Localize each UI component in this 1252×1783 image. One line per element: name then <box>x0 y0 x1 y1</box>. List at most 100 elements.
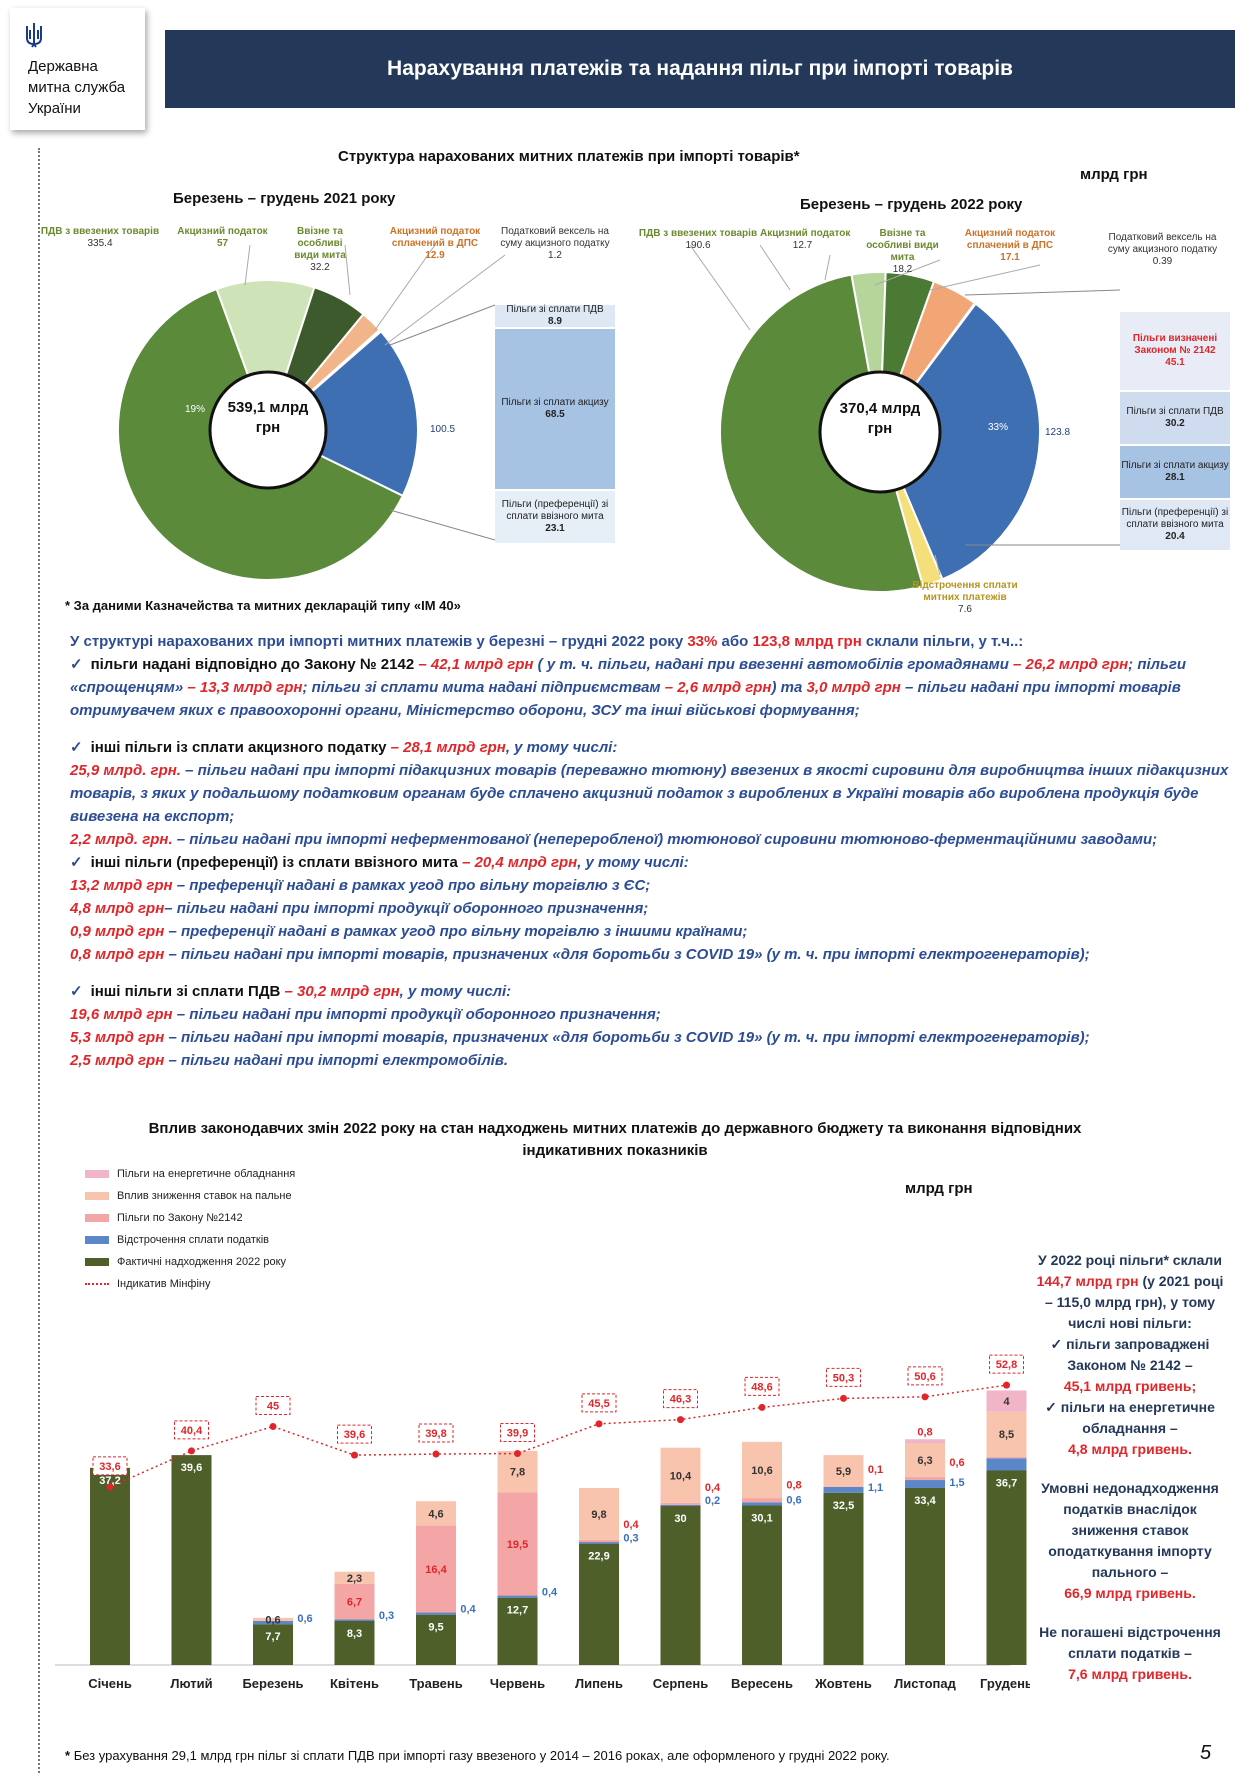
pie1-label-excise-dps: Акцизний податок сплачений в ДПС 12.9 <box>385 226 485 262</box>
pie2-label-deferral-value: 7.6 <box>958 604 972 615</box>
pie2-label-vat-value: 190.6 <box>685 240 711 251</box>
pie2-leader <box>874 259 941 286</box>
bar-segment <box>579 1542 619 1544</box>
text-p3-l4v: 0,8 млрд грн <box>70 946 165 963</box>
text-p1: ✓ пільги надані відповідно до Закону № 21… <box>70 653 1230 722</box>
page-number: 5 <box>1200 1742 1212 1764</box>
indicator-label: 48,6 <box>751 1381 772 1393</box>
pie1-breakdown-duty-value: 23.1 <box>545 523 565 534</box>
pie2-leader <box>934 554 941 576</box>
section1-unit: млрд грн <box>1080 166 1148 183</box>
margin-dotted-line <box>38 148 40 1773</box>
data-label-law2142: 0,4 <box>705 1482 721 1494</box>
text-intro-c: склали пільги, у т.ч..: <box>861 633 1024 650</box>
pie2-leader <box>759 244 791 291</box>
pie1-percent-label: 19% <box>184 404 205 415</box>
indicator-point <box>1003 1381 1010 1389</box>
right-d2: 66,9 млрд гривень. <box>1064 1585 1196 1601</box>
data-label-actual: 32,5 <box>833 1500 854 1512</box>
indicator-label-box <box>174 1420 209 1440</box>
bar-segment <box>986 1390 1027 1412</box>
pie2-label-deferral: Відстрочення сплати митних платежів 7.6 <box>905 580 1025 616</box>
right-summary-b: ✓ пільги запроваджені Законом № 2142 – <box>1035 1334 1225 1376</box>
bar-segment <box>497 1597 538 1665</box>
x-tick-label: Березень <box>242 1676 303 1691</box>
bar-segment <box>660 1504 701 1506</box>
text-p4-l3-text: – пільги надані при імпорті електромобіл… <box>164 1052 509 1069</box>
pie2-breakdown-law2142-value: 45.1 <box>1165 357 1185 368</box>
text-p2-l2: 2,2 млрд. грн. – пільги надані при імпор… <box>70 828 1230 851</box>
indicator-label-box <box>581 1393 617 1413</box>
page-title: Нарахування платежів та надання пільг пр… <box>387 57 1013 80</box>
text-p4-val: – 30,2 млрд грн <box>284 983 400 1000</box>
legend-energy: Пільги на енергетичне обладнання <box>85 1163 295 1185</box>
legend-label: Пільги на енергетичне обладнання <box>117 1168 296 1180</box>
indicator-label: 46,3 <box>670 1394 691 1406</box>
indicator-label: 40,4 <box>181 1425 203 1437</box>
x-tick-label: Серпень <box>653 1676 709 1691</box>
data-label-actual: 22,9 <box>588 1551 609 1563</box>
data-label-fuel: 7,8 <box>510 1467 525 1479</box>
text-p3-l3: 0,9 млрд грн – преференції надані в рамк… <box>70 920 1230 943</box>
text-p3-val: – 20,4 млрд грн <box>462 854 578 871</box>
pie2-percent-label: 33% <box>987 422 1008 433</box>
text-p1-c: ; пільги зі сплати мита надані підприємс… <box>302 679 665 696</box>
data-label-deferral: 0,4 <box>542 1587 558 1599</box>
pie1-label-bill-name: Податковий вексель на суму акцизного под… <box>500 226 610 249</box>
pie-slice <box>878 302 1041 581</box>
text-p3-tail: , у тому числі: <box>577 854 689 871</box>
text-p4-l2v: 5,3 млрд грн <box>70 1029 165 1046</box>
bar-segment <box>986 1458 1027 1471</box>
checkmark-icon: ✓ <box>70 656 83 673</box>
text-intro-a: У структурі нарахованих при імпорті митн… <box>70 633 688 650</box>
right-b2: 45,1 млрд гривень; <box>1063 1378 1197 1394</box>
bar-segment <box>823 1492 864 1665</box>
indicator-label-box <box>337 1424 372 1444</box>
pie1-breakdown-vat-value: 8.9 <box>548 316 562 327</box>
bar-segment <box>416 1614 456 1665</box>
pie2-label-excise-name: Акцизний податок <box>760 228 851 239</box>
right-a2: 144,7 млрд грн <box>1036 1273 1139 1289</box>
legend-label: Вплив зниження ставок на пальне <box>117 1190 292 1202</box>
indicator-point <box>758 1403 766 1411</box>
data-label-energy: 0,8 <box>917 1426 932 1438</box>
text-p4-tail: , у тому числі: <box>399 983 512 1000</box>
bar-segment <box>660 1506 701 1665</box>
indicator-line <box>109 1384 1007 1488</box>
legend-swatch <box>85 1214 109 1222</box>
text-p3-head: інші пільги (преференції) із сплати ввіз… <box>90 854 463 871</box>
text-p3-l3v: 0,9 млрд грн <box>70 923 165 940</box>
indicator-label: 45 <box>267 1401 279 1413</box>
pie1-label-vat-name: ПДВ з ввезених товарів <box>40 226 160 237</box>
data-label-actual: 33,4 <box>914 1495 936 1507</box>
pie2-leader <box>824 254 831 281</box>
x-tick-label: Вересень <box>731 1676 793 1691</box>
pie1-breakdown-excise-value: 68.5 <box>545 409 565 420</box>
pie1-breakdown-vat: Пільги зі сплати ПДВ 8.9 <box>495 304 615 327</box>
bar-chart-svg: Січень37,2Лютий39,6Березень7,70,60,6Квіт… <box>55 1354 1030 1691</box>
data-label-fuel: 2,3 <box>347 1573 362 1585</box>
right-summary: У 2022 році пільги* склали 144,7 млрд гр… <box>1035 1250 1225 1685</box>
right-d1: Умовні недонадходження податків внаслідо… <box>1041 1480 1219 1580</box>
text-p3: ✓ інші пільги (преференції) із сплати вві… <box>70 851 1230 874</box>
pie2-breakdown-law2142: Пільги визначені Законом № 2142 45.1 <box>1120 312 1230 390</box>
legend-swatch <box>85 1258 109 1266</box>
pie1-benefits-value: 100.5 <box>430 424 456 435</box>
text-p3-l1v: 13,2 млрд грн <box>70 877 173 894</box>
indicator-label: 52,8 <box>996 1359 1017 1371</box>
indicator-label-box <box>418 1423 454 1443</box>
data-label-fuel: 9,8 <box>591 1509 606 1521</box>
legend-label: Індикатив Мінфіну <box>117 1278 211 1290</box>
pie1-label-bill-value: 1.2 <box>548 250 562 261</box>
bar-segment <box>905 1487 945 1665</box>
text-p3-l1-text: – преференції надані в рамках угод про в… <box>172 877 651 894</box>
legend-swatch <box>85 1192 109 1200</box>
bar-segment <box>334 1583 375 1620</box>
pie2-breakdown-excise-value: 28.1 <box>1165 472 1185 483</box>
right-e2: 7,6 млрд гривень. <box>1068 1666 1192 1682</box>
legend-swatch <box>85 1170 109 1178</box>
data-label-actual: 36,7 <box>996 1477 1017 1489</box>
section2-title: Вплив законодавчих змін 2022 року на ста… <box>148 1120 1082 1159</box>
indicator-point <box>351 1451 358 1459</box>
bar-segment <box>823 1486 864 1487</box>
